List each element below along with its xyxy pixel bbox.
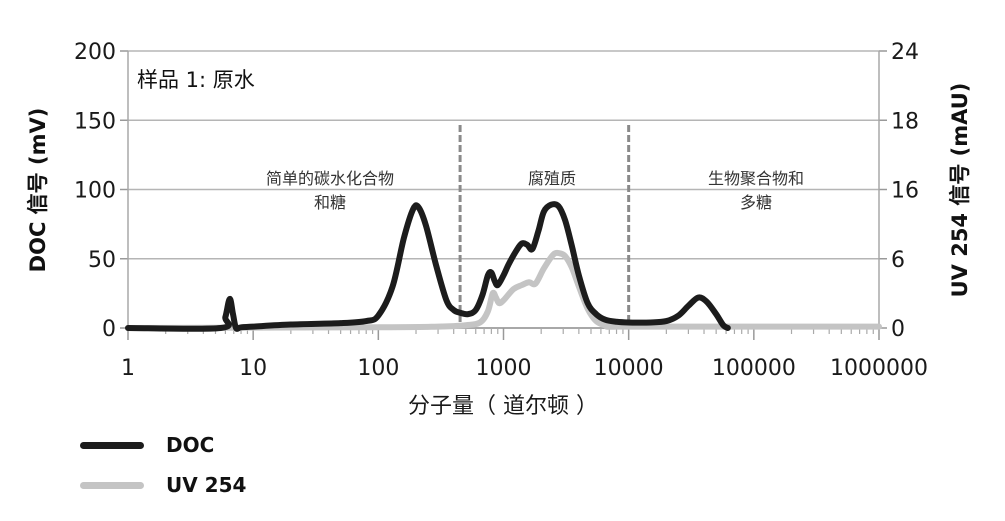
y2-tick-label: 16 (891, 179, 919, 204)
region-label-humics: 腐殖质 (528, 169, 576, 188)
region-labels: 简单的碳水化合物 和糖 腐殖质 生物聚合物和 多糖 (266, 169, 804, 212)
gridlines (128, 50, 879, 260)
y2-tick-label: 18 (891, 109, 919, 134)
y-axis-title-left: DOC 信号 (mV) (26, 108, 50, 273)
uv254-series-line (125, 249, 882, 331)
y-tick-label: 200 (74, 40, 116, 65)
x-tick-label: 1000000 (830, 356, 928, 381)
axes: 0 0 50 6 100 16 150 18 200 24 1 10 100 1000 10000 10000… (74, 40, 928, 381)
x-tick-label: 100000 (712, 356, 796, 381)
region-dividers (458, 125, 631, 328)
y-tick-label: 50 (88, 248, 116, 273)
x-tick-label: 10000 (594, 356, 664, 381)
x-tick-label: 1 (121, 356, 135, 381)
y2-tick-label: 0 (891, 317, 905, 342)
legend-item-doc: DOC (80, 425, 246, 465)
y-tick-label: 0 (102, 317, 116, 342)
region-label-biopolymers: 生物聚合物和 (708, 169, 804, 188)
sample-title: 样品 1: 原水 (137, 68, 255, 92)
data-series (125, 201, 882, 332)
legend-label-doc: DOC (166, 433, 215, 457)
y-tick-label: 100 (74, 179, 116, 204)
region-label-carbohydrates: 简单的碳水化合物 (266, 169, 394, 188)
y2-tick-label: 6 (891, 248, 905, 273)
y2-tick-label: 24 (891, 40, 919, 65)
x-axis-title: 分子量（ 道尔顿 ） (408, 394, 598, 419)
legend-swatch-uv254 (80, 481, 144, 489)
y-axis-title-right: UV 254 信号 (mAU) (948, 83, 972, 298)
x-tick-label: 10 (239, 356, 267, 381)
region-label-carbohydrates-line2: 和糖 (314, 193, 346, 212)
x-tick-label: 100 (357, 356, 399, 381)
region-label-biopolymers-line2: 多糖 (740, 193, 772, 212)
legend: DOC UV 254 (80, 425, 246, 505)
legend-swatch-doc (80, 441, 144, 449)
legend-label-uv254: UV 254 (166, 473, 247, 497)
y-tick-label: 150 (74, 109, 116, 134)
doc-series-line (125, 201, 731, 332)
x-tick-label: 1000 (476, 356, 532, 381)
legend-item-uv254: UV 254 (80, 465, 246, 505)
